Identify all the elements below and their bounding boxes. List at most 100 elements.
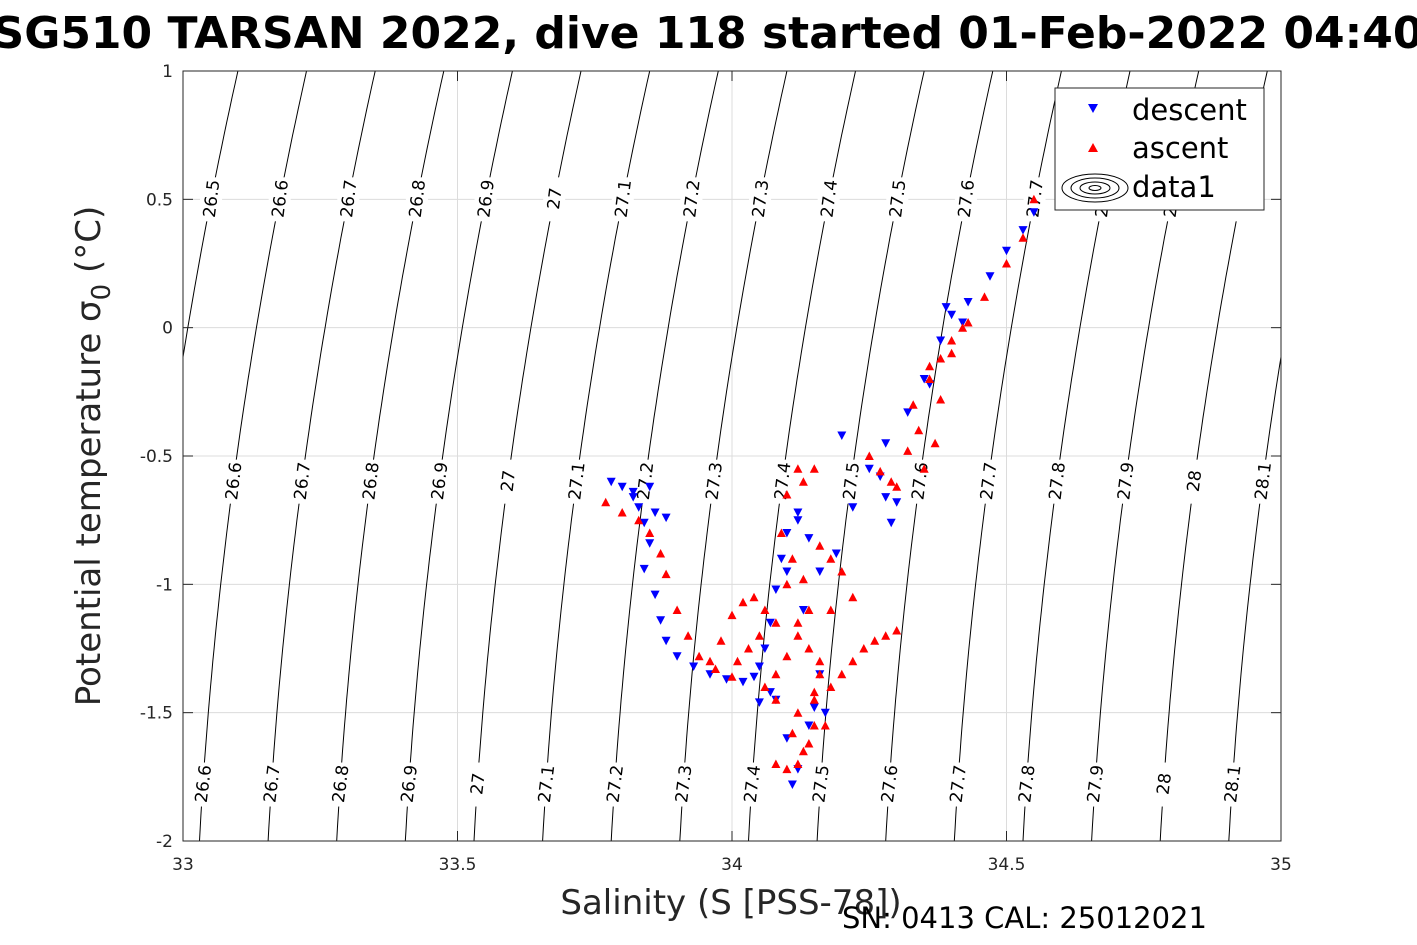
- descent-point: [804, 534, 814, 543]
- ascent-point: [958, 323, 968, 332]
- ascent-point: [870, 636, 880, 645]
- descent-point: [628, 493, 638, 502]
- y-axis-label-unit: (°C): [69, 206, 109, 284]
- isopycnal-label-bg: [1045, 459, 1068, 504]
- isopycnal-label-bg: [535, 762, 558, 807]
- legend-contour-icon: [1061, 173, 1129, 203]
- y-tick-label: -1: [156, 575, 173, 595]
- ascent-point: [815, 656, 825, 666]
- legend-data1-label: data1: [1132, 170, 1216, 204]
- ascent-point: [760, 682, 770, 691]
- ascent-point: [1002, 259, 1011, 268]
- isopycnal-label-bg: [466, 762, 489, 807]
- ascent-point: [793, 631, 803, 640]
- isopycnal-label-bg: [290, 459, 313, 504]
- descent-point: [738, 677, 748, 687]
- ascent-point: [908, 400, 918, 409]
- isopycnal-label: 28: [1153, 772, 1175, 796]
- isopycnal-label-bg: [672, 762, 695, 807]
- isopycnal-label-bg: [1152, 762, 1175, 807]
- descent-point: [936, 336, 946, 345]
- ascent-point: [815, 669, 825, 679]
- ascent-point: [656, 549, 666, 558]
- descent-point: [892, 498, 902, 507]
- isopycnal-label: 27.5: [809, 764, 833, 804]
- ascent-point: [694, 651, 704, 661]
- ascent-point: [760, 605, 770, 614]
- y-axis-label-main: Potential temperature: [69, 322, 109, 706]
- y-tick-label: 0.5: [146, 190, 173, 210]
- ascent-series: [601, 194, 1039, 774]
- descent-point: [639, 518, 649, 528]
- ascent-point: [892, 482, 902, 491]
- ascent-point: [903, 446, 913, 455]
- descent-point: [645, 482, 655, 492]
- ascent-point: [947, 336, 957, 345]
- ascent-point: [925, 374, 935, 383]
- ascent-point: [875, 466, 885, 476]
- y-axis-label-sub: 0: [87, 284, 117, 301]
- ascent-point: [744, 644, 753, 653]
- ascent-point: [793, 618, 803, 627]
- ascent-point: [859, 644, 869, 653]
- isopycnal-label-bg: [543, 177, 566, 222]
- descent-point: [776, 554, 786, 564]
- legend-descent-marker: [1088, 104, 1098, 113]
- ascent-point: [716, 636, 726, 645]
- isopycnal-label-bg: [749, 177, 772, 222]
- ascent-point: [727, 672, 737, 681]
- ascent-point: [771, 669, 781, 679]
- isopycnal-label: 26.6: [192, 764, 216, 804]
- descent-point: [617, 482, 627, 492]
- isopycnal-label: 27: [498, 469, 520, 493]
- ascent-point: [672, 605, 682, 614]
- ascent-point: [771, 759, 781, 768]
- descent-point: [650, 508, 660, 517]
- isopycnal-label-bg: [397, 762, 420, 807]
- isopycnal-labels: 26.5 26.6 26.6 26.6 26.7 26.7 26.7 26.8 26.8 26.8…: [192, 177, 1276, 807]
- ascent-point: [936, 395, 946, 404]
- y-axis-label-sigma: σ: [69, 300, 109, 322]
- ascent-point: [886, 477, 896, 486]
- ascent-point: [804, 739, 814, 748]
- isopycnal-label: 26.8: [359, 461, 383, 501]
- descent-point: [963, 298, 973, 307]
- isopycnal-label: 27.8: [1046, 461, 1070, 501]
- y-axis-label: Potential temperature σ0 (°C): [69, 206, 117, 706]
- isopycnal-label-bg: [565, 459, 588, 504]
- ascent-point: [848, 592, 858, 602]
- ascent-point: [738, 597, 748, 607]
- ascent-point: [804, 605, 814, 614]
- ascent-point: [892, 626, 902, 635]
- ascent-point: [782, 764, 792, 774]
- ascent-point: [711, 664, 720, 673]
- descent-point: [656, 616, 666, 625]
- isopycnal-label-bg: [839, 459, 862, 504]
- descent-point: [765, 618, 775, 628]
- isopycnal-label: 27: [544, 187, 566, 211]
- ascent-point: [793, 708, 803, 717]
- ascent-point: [771, 695, 781, 704]
- axis-ticks: 33 33.5 34 34.5 35 -2 -1.5 -1 -0.5 0 0.5 1: [140, 62, 1292, 875]
- isopycnal-label: 27.1: [535, 764, 559, 804]
- ascent-point: [617, 508, 627, 517]
- ascent-point: [980, 292, 989, 301]
- isopycnal-label-bg: [886, 177, 909, 222]
- isopycnal-label-bg: [329, 762, 352, 807]
- isopycnal-label: 27.5: [840, 461, 864, 501]
- isopycnal-label-bg: [474, 177, 497, 222]
- isopycnal-label: 27.7: [947, 764, 971, 804]
- isopycnal-label-bg: [946, 762, 969, 807]
- descent-point: [628, 487, 638, 497]
- ascent-point: [826, 554, 836, 563]
- isopycnal-label: 27.3: [703, 461, 727, 501]
- ascent-point: [1029, 194, 1039, 204]
- descent-point: [782, 529, 792, 538]
- y-tick-label: 0: [162, 319, 173, 339]
- isopycnal-label-bg: [954, 177, 977, 222]
- descent-point: [661, 513, 671, 523]
- isopycnal-label: 26.5: [200, 179, 224, 219]
- isopycnal-label: 26.9: [474, 179, 498, 219]
- isopycnal-label: 27.6: [908, 461, 932, 501]
- x-tick-label: 33: [172, 855, 194, 875]
